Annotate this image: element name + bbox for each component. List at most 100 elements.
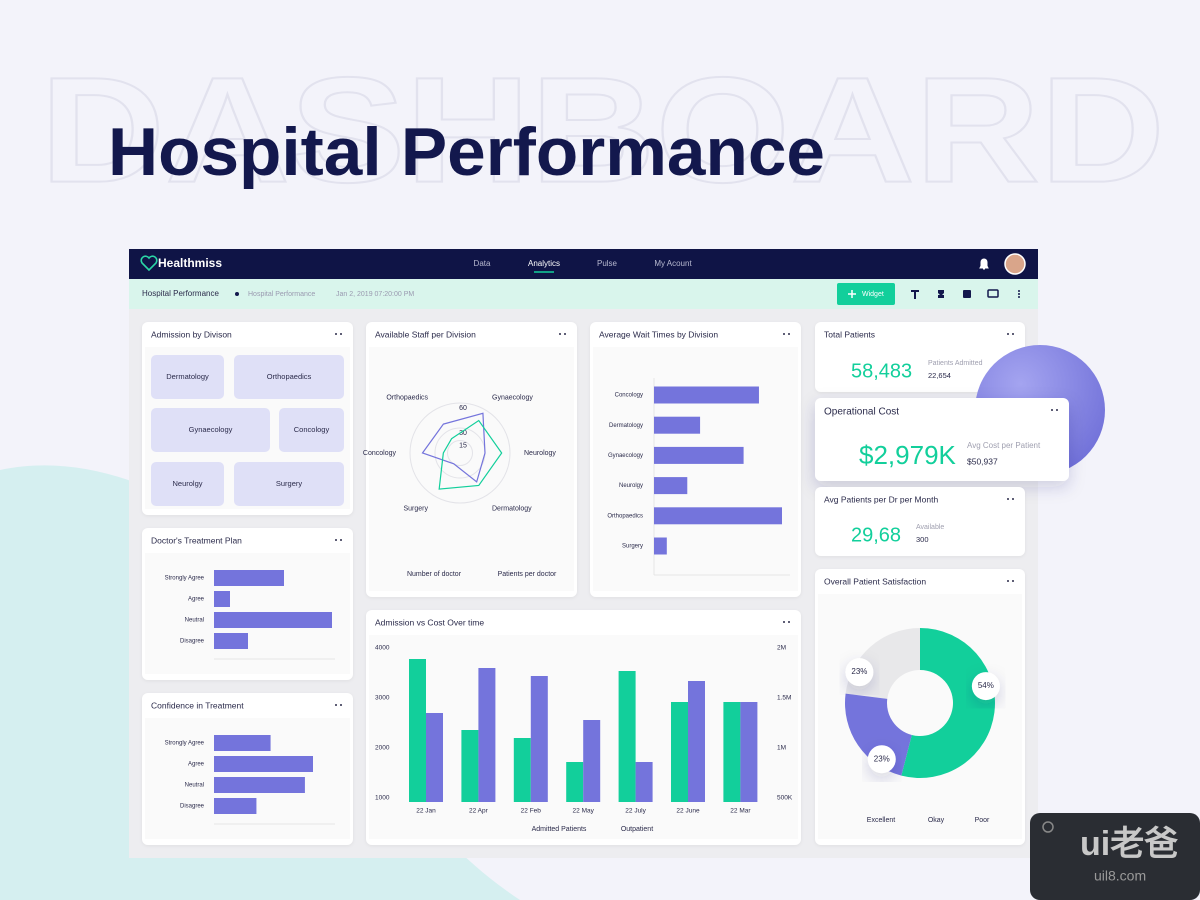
bell-icon[interactable]: [979, 258, 989, 270]
brand: Healthmiss: [158, 256, 222, 270]
menu-dot[interactable]: [783, 333, 785, 335]
widget-button-label[interactable]: Widget: [862, 291, 884, 298]
menu-dot[interactable]: [788, 621, 790, 623]
more-icon[interactable]: [1018, 293, 1020, 295]
bar: [461, 730, 479, 802]
value-label-bubble: [971, 672, 1000, 701]
badge-site: uil8.com: [1094, 868, 1146, 884]
breadcrumb[interactable]: Hospital Performance: [248, 291, 315, 298]
card-title: Average Wait Times by Division: [599, 329, 718, 339]
card-title: Avg Patients per Dr per Month: [824, 494, 938, 504]
bar-label: Concology: [615, 393, 643, 399]
radar-tick-label: 15: [459, 442, 467, 449]
nav-link[interactable]: My Acount: [654, 259, 692, 268]
bar-label: Agree: [188, 597, 205, 603]
date: Jan 2, 2019 07:20:00 PM: [336, 291, 414, 298]
menu-dot[interactable]: [335, 333, 337, 335]
menu-dot[interactable]: [335, 539, 337, 541]
bar: [530, 676, 548, 802]
division-tile[interactable]: [151, 462, 224, 506]
stat-value: $2,979K: [859, 440, 957, 470]
radar-tick-label: 30: [459, 430, 467, 437]
bar: [688, 681, 705, 802]
radar-ring: [409, 402, 511, 504]
division-tile[interactable]: [279, 408, 344, 452]
bar: [426, 713, 443, 802]
menu-dot[interactable]: [340, 333, 342, 335]
division-tile[interactable]: [234, 462, 344, 506]
menu-dot[interactable]: [340, 539, 342, 541]
division-label: Concology: [294, 425, 330, 434]
badge-logo: ui老爸: [1080, 825, 1178, 863]
card: [815, 398, 1069, 481]
bar: [214, 570, 284, 586]
division-tile[interactable]: [151, 355, 224, 399]
y-tick-label: 4000: [375, 645, 390, 652]
menu-dot[interactable]: [1056, 409, 1058, 411]
radar-axis-label: Dermatology: [492, 505, 532, 512]
bar: [654, 446, 744, 464]
menu-dot[interactable]: [1007, 333, 1009, 335]
logo-icon: [140, 255, 158, 272]
nav-link[interactable]: Pulse: [597, 259, 618, 268]
bar: [214, 591, 230, 607]
division-label: Neurolgy: [172, 479, 202, 488]
menu-dot[interactable]: [788, 333, 790, 335]
screen-icon[interactable]: [987, 289, 999, 298]
widget-button[interactable]: [837, 283, 895, 305]
menu-dot[interactable]: [1012, 333, 1014, 335]
bar-label: Gynaecology: [608, 453, 643, 459]
menu-dot[interactable]: [1007, 580, 1009, 582]
more-icon[interactable]: [1018, 296, 1020, 298]
x-tick-label: 22 Mar: [730, 808, 751, 815]
x-tick-label: 22 Jan: [416, 808, 436, 815]
nav-link[interactable]: Analytics: [528, 259, 560, 268]
bar-label: Dermatology: [609, 423, 643, 429]
legend-label: Patients per doctor: [498, 571, 557, 578]
menu-dot[interactable]: [559, 333, 561, 335]
menu-dot[interactable]: [1007, 498, 1009, 500]
card-title: Admission vs Cost Over time: [375, 617, 484, 627]
menu-dot[interactable]: [564, 333, 566, 335]
y-tick-label: 3000: [375, 695, 390, 702]
bar-label: Neutral: [185, 618, 204, 624]
menu-dot[interactable]: [783, 621, 785, 623]
image-icon[interactable]: [963, 290, 971, 298]
hero-title: Hospital Performance: [108, 114, 825, 190]
stat-sub-value: 300: [916, 535, 929, 544]
card: [815, 322, 1025, 392]
bar: [654, 477, 688, 495]
menu-dot[interactable]: [1012, 580, 1014, 582]
bar: [214, 735, 271, 751]
bar: [214, 633, 248, 649]
legend-label: Admitted Patients: [532, 826, 587, 833]
menu-dot[interactable]: [1051, 409, 1053, 411]
nav-link[interactable]: Data: [474, 259, 491, 268]
bar: [409, 659, 426, 802]
menu-dot[interactable]: [340, 704, 342, 706]
bar: [740, 702, 758, 802]
legend-label: Excellent: [867, 817, 895, 824]
stat-sub-label: Available: [916, 524, 944, 531]
bar: [654, 416, 701, 434]
bar-label: Neutral: [185, 783, 204, 789]
menu-dot[interactable]: [1012, 498, 1014, 500]
more-icon[interactable]: [1018, 290, 1020, 292]
avatar[interactable]: [1004, 253, 1026, 275]
text-icon[interactable]: [911, 290, 919, 299]
card-title: Doctor's Treatment Plan: [151, 535, 242, 545]
radar-axis-label: Surgery: [403, 505, 428, 512]
card-title: Available Staff per Division: [375, 329, 476, 339]
value-label: 23%: [874, 754, 890, 763]
bar-label: Surgery: [622, 544, 643, 550]
card-title: Overall Patient Satisfaction: [824, 576, 926, 586]
stamp-icon[interactable]: [938, 290, 944, 298]
menu-dot[interactable]: [335, 704, 337, 706]
division-tile[interactable]: [151, 408, 270, 452]
bar: [654, 386, 759, 404]
division-tile[interactable]: [234, 355, 344, 399]
bar: [214, 777, 305, 793]
legend-label: Number of doctor: [407, 571, 462, 578]
bar: [635, 762, 653, 802]
toolbar-icons[interactable]: [911, 289, 1020, 299]
